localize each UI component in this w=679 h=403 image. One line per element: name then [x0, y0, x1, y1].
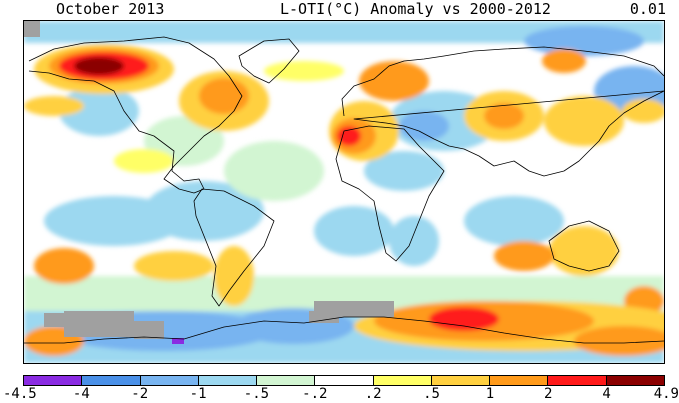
map-title: L-OTI(°C) Anomaly vs 2000-2012	[280, 0, 551, 18]
field-blob	[359, 61, 429, 101]
color-scale-segment	[373, 376, 432, 385]
field-band	[24, 21, 664, 43]
field-blob	[399, 111, 449, 141]
field-blob	[199, 78, 249, 114]
color-scale-tick-label: 1	[485, 386, 495, 402]
color-scale-tick-label: .2	[364, 386, 382, 402]
color-scale-tick-label: -2	[131, 386, 149, 402]
coast-africa	[335, 125, 445, 262]
color-scale-tick-label: 4	[602, 386, 611, 402]
missing-data-block	[64, 311, 134, 337]
field-blob	[114, 149, 174, 173]
color-scale-tick-label: -.2	[302, 386, 328, 402]
global-mean-value: 0.01	[629, 0, 666, 18]
color-scale-segment	[606, 376, 664, 385]
color-scale-segment	[82, 376, 141, 385]
missing-data-areas	[24, 21, 394, 339]
field-blob	[544, 96, 624, 146]
field-blob	[134, 251, 214, 281]
field-blob	[542, 49, 586, 73]
field-blob	[549, 226, 619, 276]
missing-data-block	[24, 21, 40, 37]
field-blob	[464, 196, 564, 246]
field-blob	[337, 126, 361, 146]
color-scale-tick-label: -4	[72, 386, 90, 402]
field-blob	[224, 141, 324, 201]
coast-australia	[548, 220, 620, 272]
coast-antarctica	[24, 316, 664, 344]
color-scale-tick-label: -.5	[243, 386, 270, 402]
field-blob	[59, 86, 139, 136]
field-blob	[214, 246, 254, 306]
missing-data-block	[134, 321, 164, 339]
field-blob	[364, 151, 444, 191]
coast-south-america	[193, 188, 275, 307]
color-scale-tick-label: 4.9	[653, 386, 679, 402]
color-scale-segment	[315, 376, 374, 385]
color-scale-tick-label: -4.5	[3, 386, 37, 402]
anomaly-map	[23, 20, 665, 364]
coast-europe-asia	[341, 46, 664, 177]
field-blob	[74, 57, 124, 75]
field-blob	[429, 307, 499, 331]
map-month-label: October 2013	[56, 0, 165, 18]
field-blob	[524, 26, 644, 56]
color-scale-segment	[490, 376, 549, 385]
field-blob	[264, 61, 344, 81]
field-blob	[44, 196, 184, 246]
color-scale-tick-label: -1	[189, 386, 207, 402]
coast-north-america	[28, 36, 243, 194]
missing-data-block	[309, 311, 339, 323]
color-scale-ticks: -4.5 -4 -2 -1 -.5 -.2 .2 .5 1 2 4 4.9	[3, 386, 679, 403]
color-scale-tick-label: 2	[544, 386, 553, 402]
color-scale-tick-label: .5	[423, 386, 440, 402]
field-blob	[484, 103, 524, 129]
field-blob	[622, 99, 664, 123]
purple-cell	[172, 338, 184, 344]
field-blob	[574, 326, 664, 356]
color-scale	[23, 375, 665, 386]
color-scale-segment	[257, 376, 316, 385]
field-blob	[314, 206, 394, 256]
field-blob	[34, 248, 94, 284]
color-scale-segment	[431, 376, 491, 385]
coastlines	[24, 36, 664, 344]
field-blob	[389, 216, 439, 266]
color-scale-segment	[198, 376, 258, 385]
color-scale-segment	[24, 376, 83, 385]
coast-greenland	[238, 38, 300, 84]
field-blob	[494, 241, 554, 271]
field-blob	[24, 96, 84, 116]
color-scale-segment	[548, 376, 607, 385]
color-scale-segment	[140, 376, 199, 385]
